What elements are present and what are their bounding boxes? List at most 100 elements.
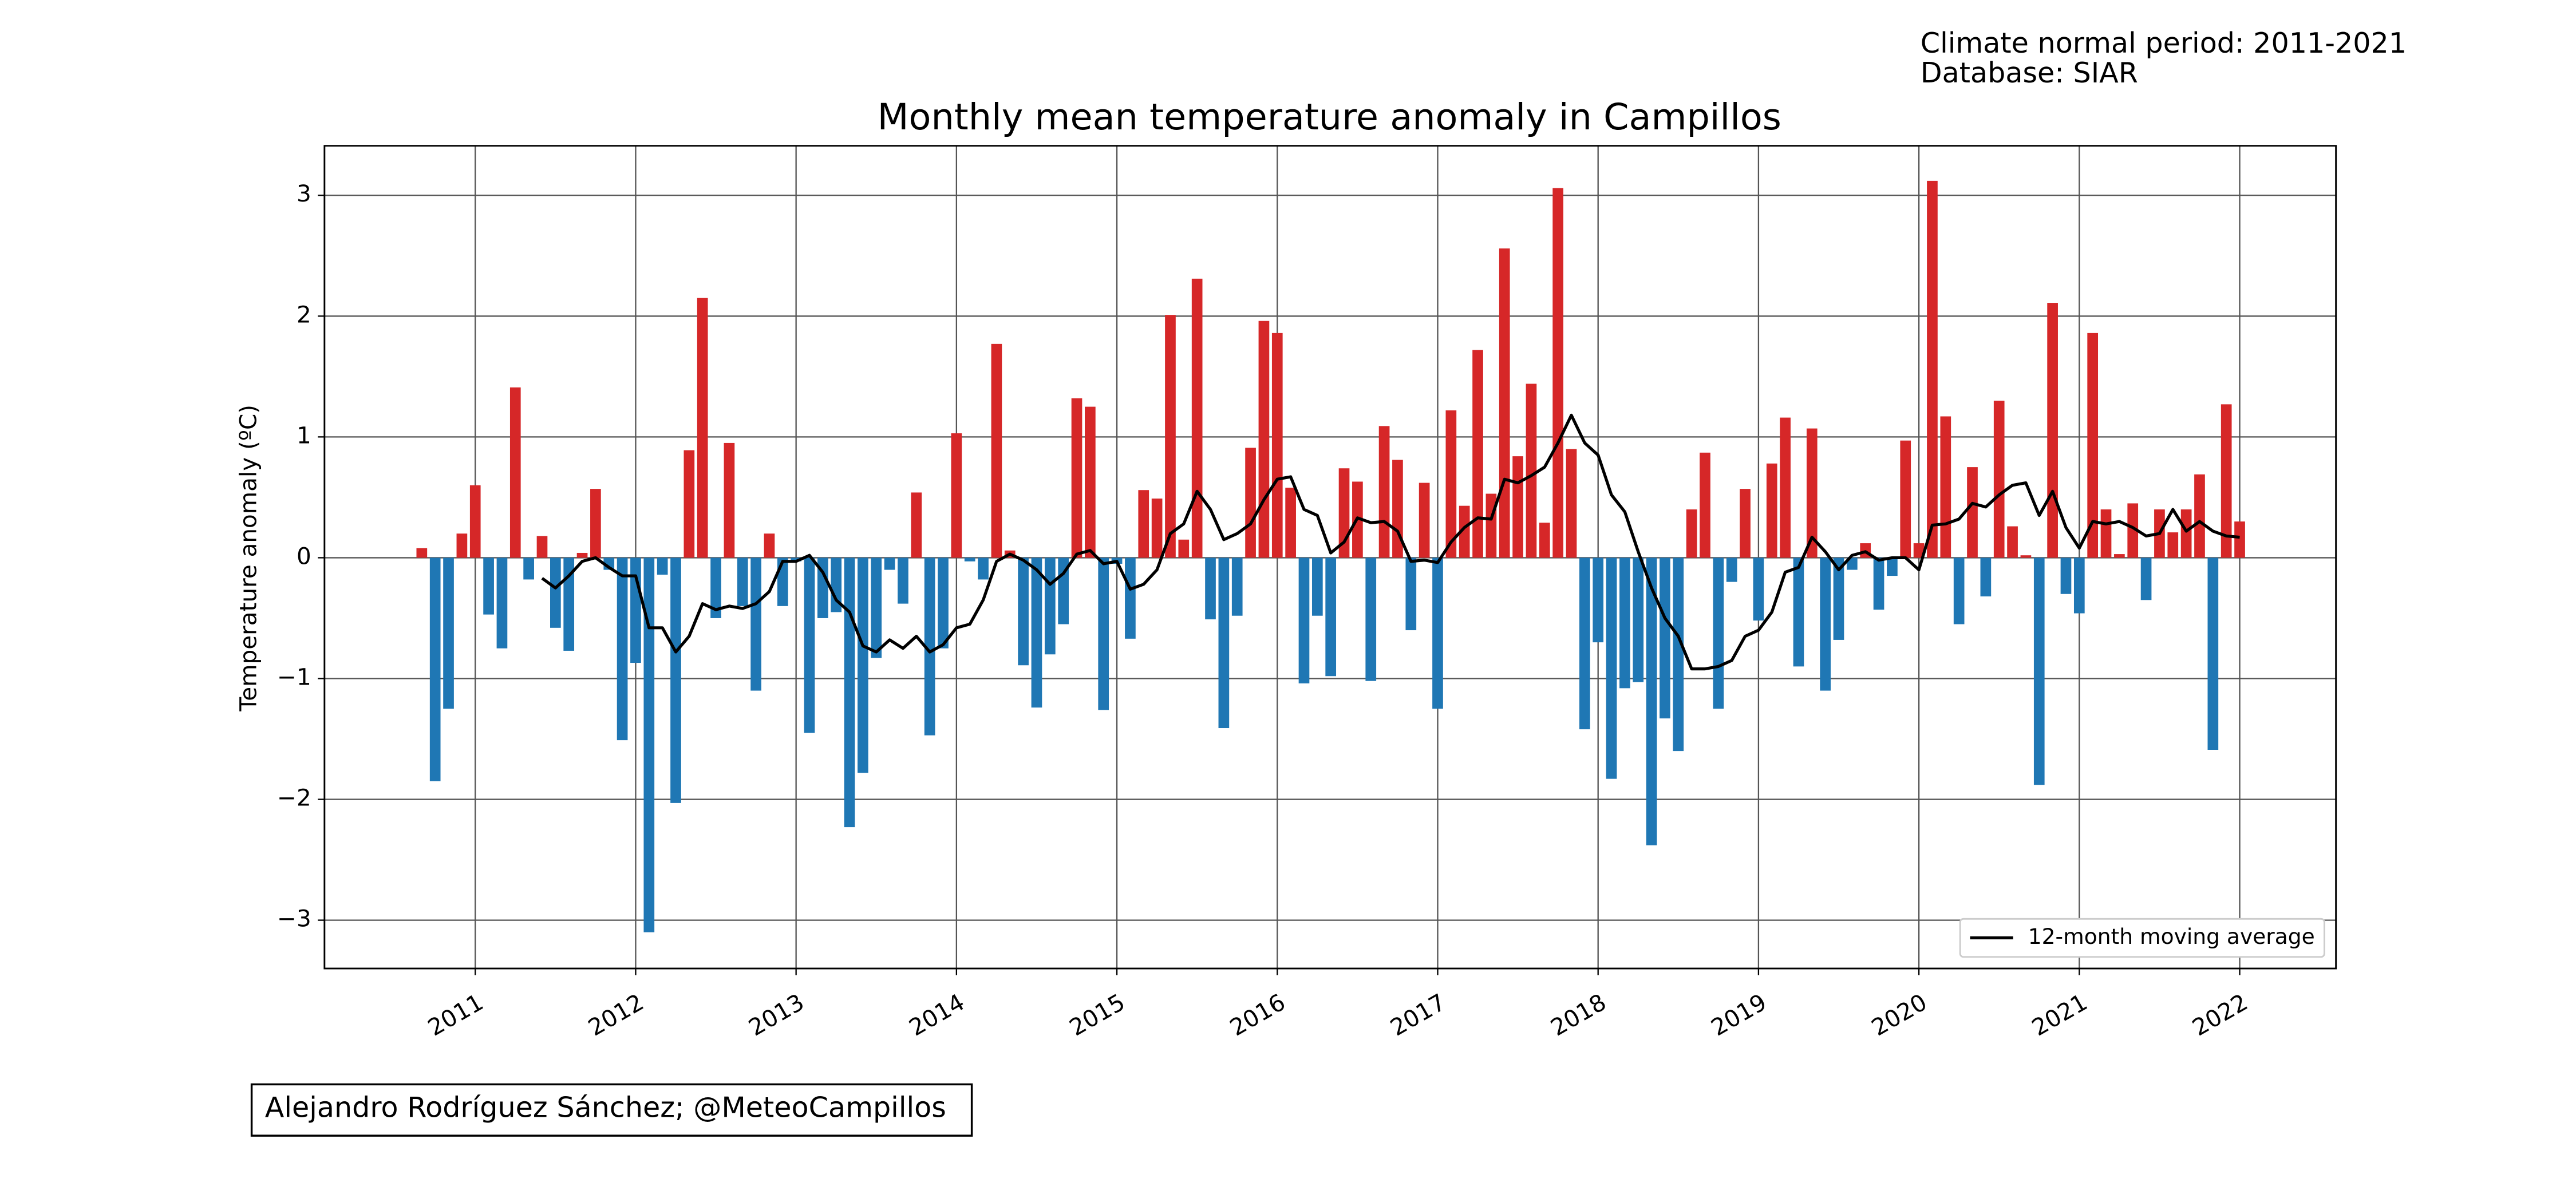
bar xyxy=(1660,557,1670,719)
bar xyxy=(1311,557,1323,616)
bar xyxy=(964,557,975,562)
bar xyxy=(804,557,815,733)
bar xyxy=(1258,321,1270,558)
bar xyxy=(1806,428,1818,558)
bar xyxy=(884,557,895,570)
bar xyxy=(1980,557,1992,596)
bar xyxy=(630,557,641,663)
bar xyxy=(2020,555,2032,558)
bar xyxy=(1940,416,1951,558)
bar xyxy=(2007,526,2018,558)
bar xyxy=(1700,452,1710,558)
bar xyxy=(1646,557,1657,845)
bar xyxy=(1499,248,1510,558)
bar xyxy=(1593,557,1604,643)
bar xyxy=(1579,557,1590,730)
bar xyxy=(1245,448,1256,558)
bar xyxy=(1526,383,1537,558)
bar xyxy=(2194,474,2205,558)
bar xyxy=(590,489,601,558)
bar xyxy=(563,557,575,651)
bar xyxy=(1405,557,1417,631)
bar xyxy=(2060,557,2072,594)
bar xyxy=(1085,406,1096,558)
y-tick-label: −1 xyxy=(277,663,311,690)
bar xyxy=(1913,543,1925,558)
moving-average-line xyxy=(541,413,2240,671)
bar xyxy=(2234,521,2245,558)
bar xyxy=(844,557,855,828)
bar xyxy=(1686,509,1697,558)
bar xyxy=(1071,398,1082,558)
bar xyxy=(1512,456,1523,558)
bar xyxy=(938,557,949,649)
y-tick-label: 0 xyxy=(297,542,311,570)
bar xyxy=(1713,557,1724,709)
bar xyxy=(1044,557,1056,655)
bar xyxy=(1445,410,1457,558)
bar xyxy=(1847,557,1858,570)
bar xyxy=(1392,460,1403,558)
bar xyxy=(1205,557,1216,620)
bar xyxy=(831,557,842,612)
bar xyxy=(469,485,481,558)
bar xyxy=(697,298,708,558)
bar xyxy=(991,343,1002,558)
bar xyxy=(871,557,882,658)
bar xyxy=(643,557,655,932)
bar xyxy=(1993,401,2005,558)
bar xyxy=(509,387,521,558)
bar xyxy=(1566,449,1577,558)
bar xyxy=(2047,303,2058,558)
bar xyxy=(1780,417,1791,558)
bar xyxy=(1887,557,1898,576)
bar xyxy=(2073,557,2085,614)
bar xyxy=(1539,523,1550,558)
bar xyxy=(1927,180,1938,558)
bar xyxy=(1191,278,1203,558)
bar xyxy=(750,557,761,691)
annotation: Climate normal period: 2011-2021 xyxy=(1921,26,2407,60)
bar xyxy=(2100,509,2112,558)
y-tick-label: 3 xyxy=(297,180,311,207)
bar xyxy=(670,557,681,803)
bar xyxy=(1125,557,1136,639)
bar xyxy=(2127,503,2139,558)
bar xyxy=(1365,557,1377,681)
bar xyxy=(1633,557,1644,682)
bar xyxy=(1178,539,1190,558)
bar xyxy=(1552,188,1563,558)
bar xyxy=(550,557,561,628)
bar xyxy=(1673,557,1684,752)
bar xyxy=(2114,554,2125,558)
legend-box xyxy=(1959,918,2325,958)
bar xyxy=(1967,467,1978,558)
bar xyxy=(911,492,922,558)
bar xyxy=(1018,557,1029,666)
bar xyxy=(924,557,935,736)
bar xyxy=(951,433,962,558)
bar xyxy=(1753,557,1764,621)
bar xyxy=(1419,483,1430,558)
annotation: Database: SIAR xyxy=(1921,56,2138,89)
bar xyxy=(764,533,775,558)
bar xyxy=(1378,426,1390,558)
bar xyxy=(1793,557,1804,667)
bar xyxy=(1820,557,1831,691)
bar xyxy=(2140,557,2152,600)
bar xyxy=(536,536,548,558)
bar xyxy=(1726,557,1737,582)
y-tick-label: −3 xyxy=(277,905,311,932)
chart-title: Monthly mean temperature anomaly in Camp… xyxy=(878,96,1781,139)
bar xyxy=(1459,505,1470,558)
bar xyxy=(898,557,908,604)
bar xyxy=(576,552,588,558)
bar xyxy=(1298,557,1310,683)
credit-box xyxy=(250,1083,973,1137)
bar xyxy=(1285,487,1296,558)
bar xyxy=(1151,498,1163,558)
bar xyxy=(1098,557,1109,710)
